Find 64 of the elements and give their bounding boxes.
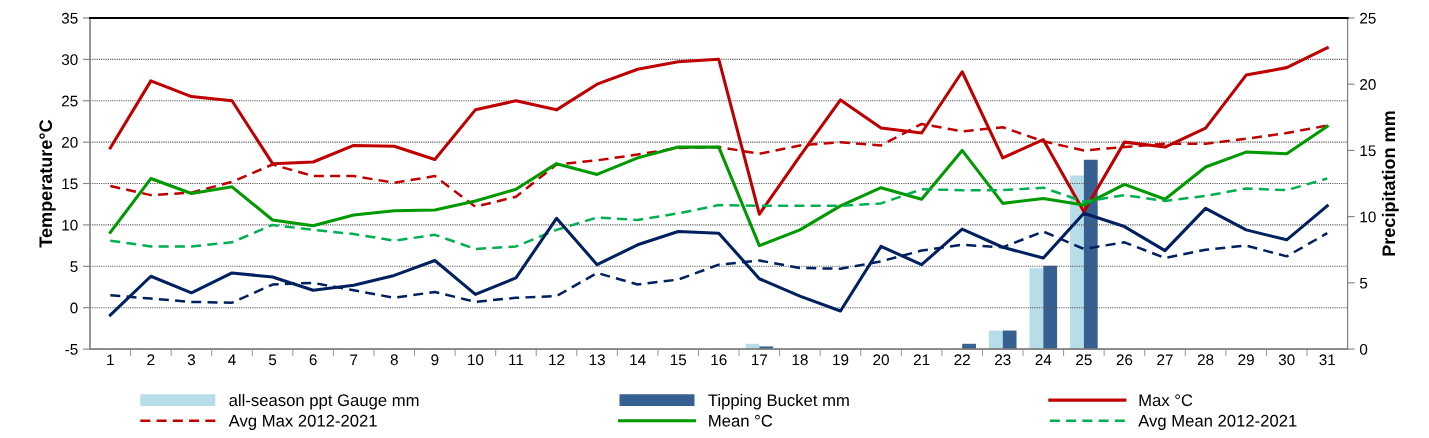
x-tick-label: 26 (1116, 354, 1133, 366)
y2-tick-label: 10 (1360, 211, 1376, 223)
x-tick-label: 30 (1278, 354, 1295, 366)
line-series (108, 124, 1329, 248)
x-tick-label: 28 (1197, 354, 1214, 366)
legend-label: Avg Max 2012-2021 (228, 414, 377, 430)
x-tick-label: 20 (873, 354, 889, 366)
x-tick-label: 21 (913, 354, 930, 366)
x-tick-label: 14 (630, 354, 646, 366)
x-tick-label: 7 (350, 354, 358, 366)
bar (988, 330, 1003, 350)
x-tick-label: 31 (1319, 354, 1336, 366)
x-tick-label: 24 (1035, 354, 1052, 366)
y2-tick-label: 25 (1360, 12, 1376, 24)
x-tick-label: 2 (147, 354, 155, 366)
y2-tick-label: 5 (1359, 277, 1368, 289)
x-tick-label: 19 (833, 354, 849, 366)
y-tick-label: -5 (65, 344, 78, 355)
legend-label: Mean °C (709, 414, 773, 427)
legend-label: Max °C (1139, 394, 1193, 407)
x-tick-label: 10 (468, 354, 484, 366)
bar (1083, 159, 1098, 350)
y-tick-label: 25 (62, 95, 78, 107)
y-axis-title: Temperature°C (39, 119, 56, 248)
y-tick-label: 5 (70, 261, 78, 272)
bar (1043, 265, 1058, 350)
x-tick-label: 6 (309, 354, 317, 366)
legend-label: Avg Mean 2012-2021 (1138, 414, 1297, 430)
bar (1029, 268, 1044, 350)
line-series (108, 204, 1329, 317)
y2-tick-label: 15 (1360, 145, 1376, 157)
legend-label: all-season ppt Gauge mm (229, 393, 419, 410)
y-tick-label: 35 (61, 12, 78, 24)
x-tick-label: 22 (954, 354, 970, 366)
x-tick-label: 29 (1238, 354, 1254, 366)
x-tick-label: 3 (187, 354, 196, 366)
x-tick-label: 1 (107, 354, 114, 366)
x-tick-label: 15 (670, 354, 687, 366)
y-tick-label: 30 (61, 54, 78, 66)
x-tick-label: 5 (268, 354, 277, 366)
x-tick-label: 9 (431, 354, 439, 366)
x-tick-label: 12 (549, 354, 565, 366)
legend-label: Tipping Bucket mm (708, 393, 849, 410)
x-tick-label: 16 (711, 354, 727, 366)
y-tick-label: 15 (62, 178, 78, 190)
y2-axis-title: Precipitation mm (1381, 111, 1399, 256)
x-tick-label: 25 (1076, 354, 1092, 366)
x-tick-label: 18 (792, 354, 808, 366)
x-tick-label: 23 (995, 354, 1011, 366)
line-series (109, 177, 1329, 251)
y-tick-label: 10 (62, 219, 78, 231)
x-tick-label: 8 (390, 354, 398, 366)
bar (1002, 330, 1017, 350)
x-tick-label: 4 (228, 354, 236, 366)
y2-tick-label: 0 (1359, 343, 1368, 355)
y-tick-label: 20 (62, 137, 78, 148)
x-tick-label: 11 (509, 354, 524, 366)
y2-tick-label: 20 (1360, 79, 1376, 90)
line-series (108, 46, 1329, 216)
x-tick-label: 17 (752, 354, 768, 366)
x-tick-label: 13 (589, 354, 605, 366)
x-tick-label: 27 (1157, 354, 1173, 366)
y-tick-label: 0 (70, 302, 78, 314)
bar (1070, 175, 1084, 350)
